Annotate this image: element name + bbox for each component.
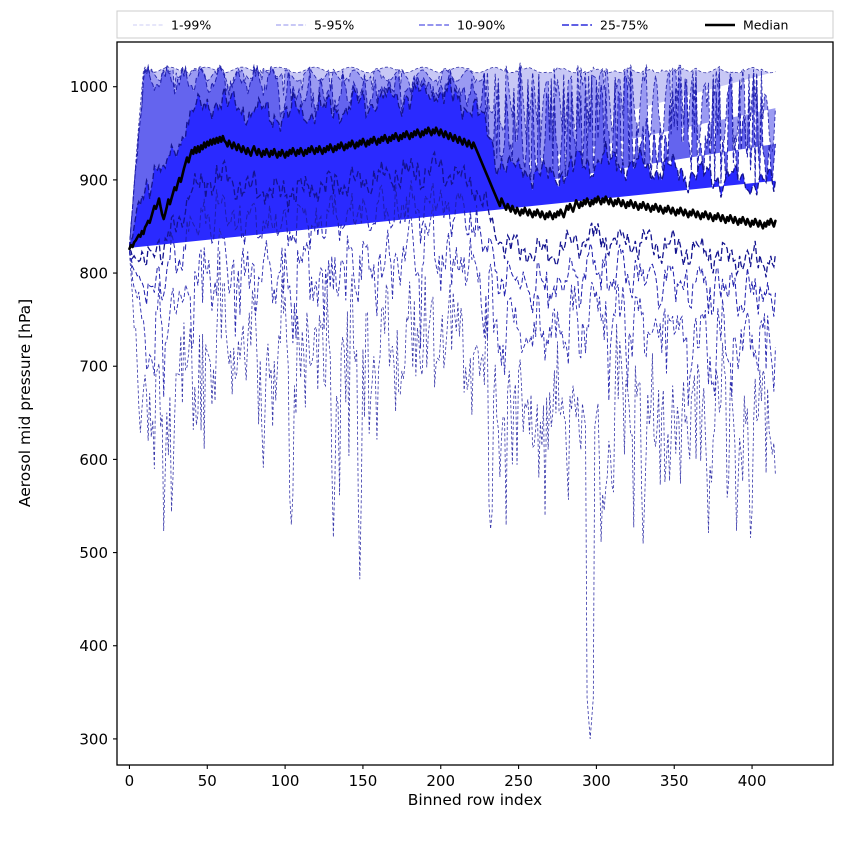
plot-area	[128, 62, 777, 739]
x-tick-label: 100	[271, 772, 300, 790]
axes-frame	[116, 41, 834, 766]
band-edge-upper-10-90	[128, 66, 776, 248]
legend-label: 1-99%	[171, 18, 211, 33]
x-tick-label: 50	[198, 772, 217, 790]
y-axis-ticks: 300 400 500 600 700 800 900 1000	[70, 78, 117, 748]
y-tick-label: 700	[79, 358, 108, 376]
x-tick-label: 150	[349, 772, 378, 790]
legend-label: 25-75%	[600, 18, 648, 33]
x-tick-label: 200	[426, 772, 455, 790]
x-tick-label: 350	[660, 772, 689, 790]
legend-label: Median	[743, 18, 788, 33]
legend: 1-99% 5-95% 10-90% 25-75% Median	[116, 10, 834, 39]
y-tick-label: 500	[79, 544, 108, 562]
x-tick-label: 250	[504, 772, 533, 790]
y-tick-label: 400	[79, 637, 108, 655]
x-axis-ticks: 0 50 100 150 200 250 300 350 400	[125, 765, 767, 790]
band-edge-lower-1-99	[129, 250, 776, 739]
x-axis-title: Binned row index	[408, 791, 542, 809]
band-fill-25-75	[129, 77, 776, 248]
y-tick-label: 1000	[70, 78, 108, 96]
y-axis-title: Aerosol mid pressure [hPa]	[16, 299, 34, 507]
x-tick-label: 0	[125, 772, 135, 790]
legend-label: 5-95%	[314, 18, 354, 33]
band-edge-lower-25-75	[129, 150, 777, 278]
y-tick-label: 600	[79, 451, 108, 469]
band-edge-upper-25-75	[128, 77, 777, 249]
band-edge-upper-5-95	[129, 64, 776, 247]
legend-label: 10-90%	[457, 18, 505, 33]
x-tick-label: 400	[738, 772, 767, 790]
x-tick-label: 300	[582, 772, 611, 790]
band-edge-lower-10-90	[128, 180, 776, 317]
y-tick-label: 800	[79, 265, 108, 283]
median-line	[128, 126, 777, 251]
y-tick-label: 300	[79, 730, 108, 748]
band-edge-upper-1-99	[129, 62, 776, 246]
y-tick-label: 900	[79, 171, 108, 189]
